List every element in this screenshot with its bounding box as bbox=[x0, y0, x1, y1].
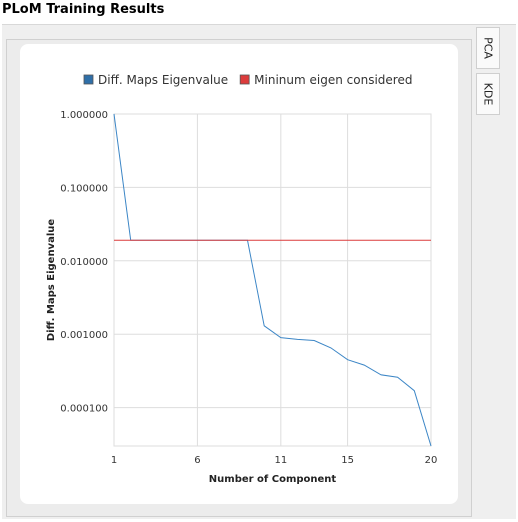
y-tick-label: 1.000000 bbox=[60, 110, 108, 121]
x-tick-label: 11 bbox=[274, 455, 287, 466]
y-axis-title: Diff. Maps Eigenvalue bbox=[46, 219, 57, 342]
tab-kde-label: KDE bbox=[481, 82, 495, 106]
legend-label: Diff. Maps Eigenvalue bbox=[98, 73, 228, 87]
chart-card: 1 6 11 15 20 1.000000 0.100000 0.010000 0.001000… bbox=[20, 44, 458, 504]
x-tick-label: 6 bbox=[194, 455, 200, 466]
x-tick-label: 15 bbox=[341, 455, 354, 466]
y-tick-label: 0.010000 bbox=[60, 257, 108, 268]
y-tick-label: 0.100000 bbox=[60, 183, 108, 194]
y-tick-label: 0.001000 bbox=[60, 330, 108, 341]
legend-swatch bbox=[239, 74, 250, 85]
tab-kde[interactable]: KDE bbox=[476, 73, 500, 115]
x-tick-label: 20 bbox=[425, 455, 438, 466]
page-title: PLoM Training Results bbox=[2, 2, 165, 17]
legend-item-eigenvalue: Diff. Maps Eigenvalue bbox=[83, 73, 228, 87]
legend-label: Mininum eigen considered bbox=[254, 73, 412, 87]
legend-swatch bbox=[83, 74, 94, 85]
plot-area bbox=[113, 113, 432, 447]
y-tick-label: 0.000100 bbox=[60, 404, 108, 415]
tab-pca-label: PCA bbox=[481, 37, 495, 59]
eigenvalue-chart: 1 6 11 15 20 1.000000 0.100000 0.010000 0.001000… bbox=[46, 73, 438, 485]
tab-pca[interactable]: PCA bbox=[476, 27, 500, 69]
eigenvalue-series-line bbox=[113, 113, 432, 447]
x-axis-title: Number of Component bbox=[209, 474, 337, 485]
legend-item-minimum-eigen: Mininum eigen considered bbox=[239, 73, 412, 87]
x-tick-label: 1 bbox=[111, 455, 117, 466]
